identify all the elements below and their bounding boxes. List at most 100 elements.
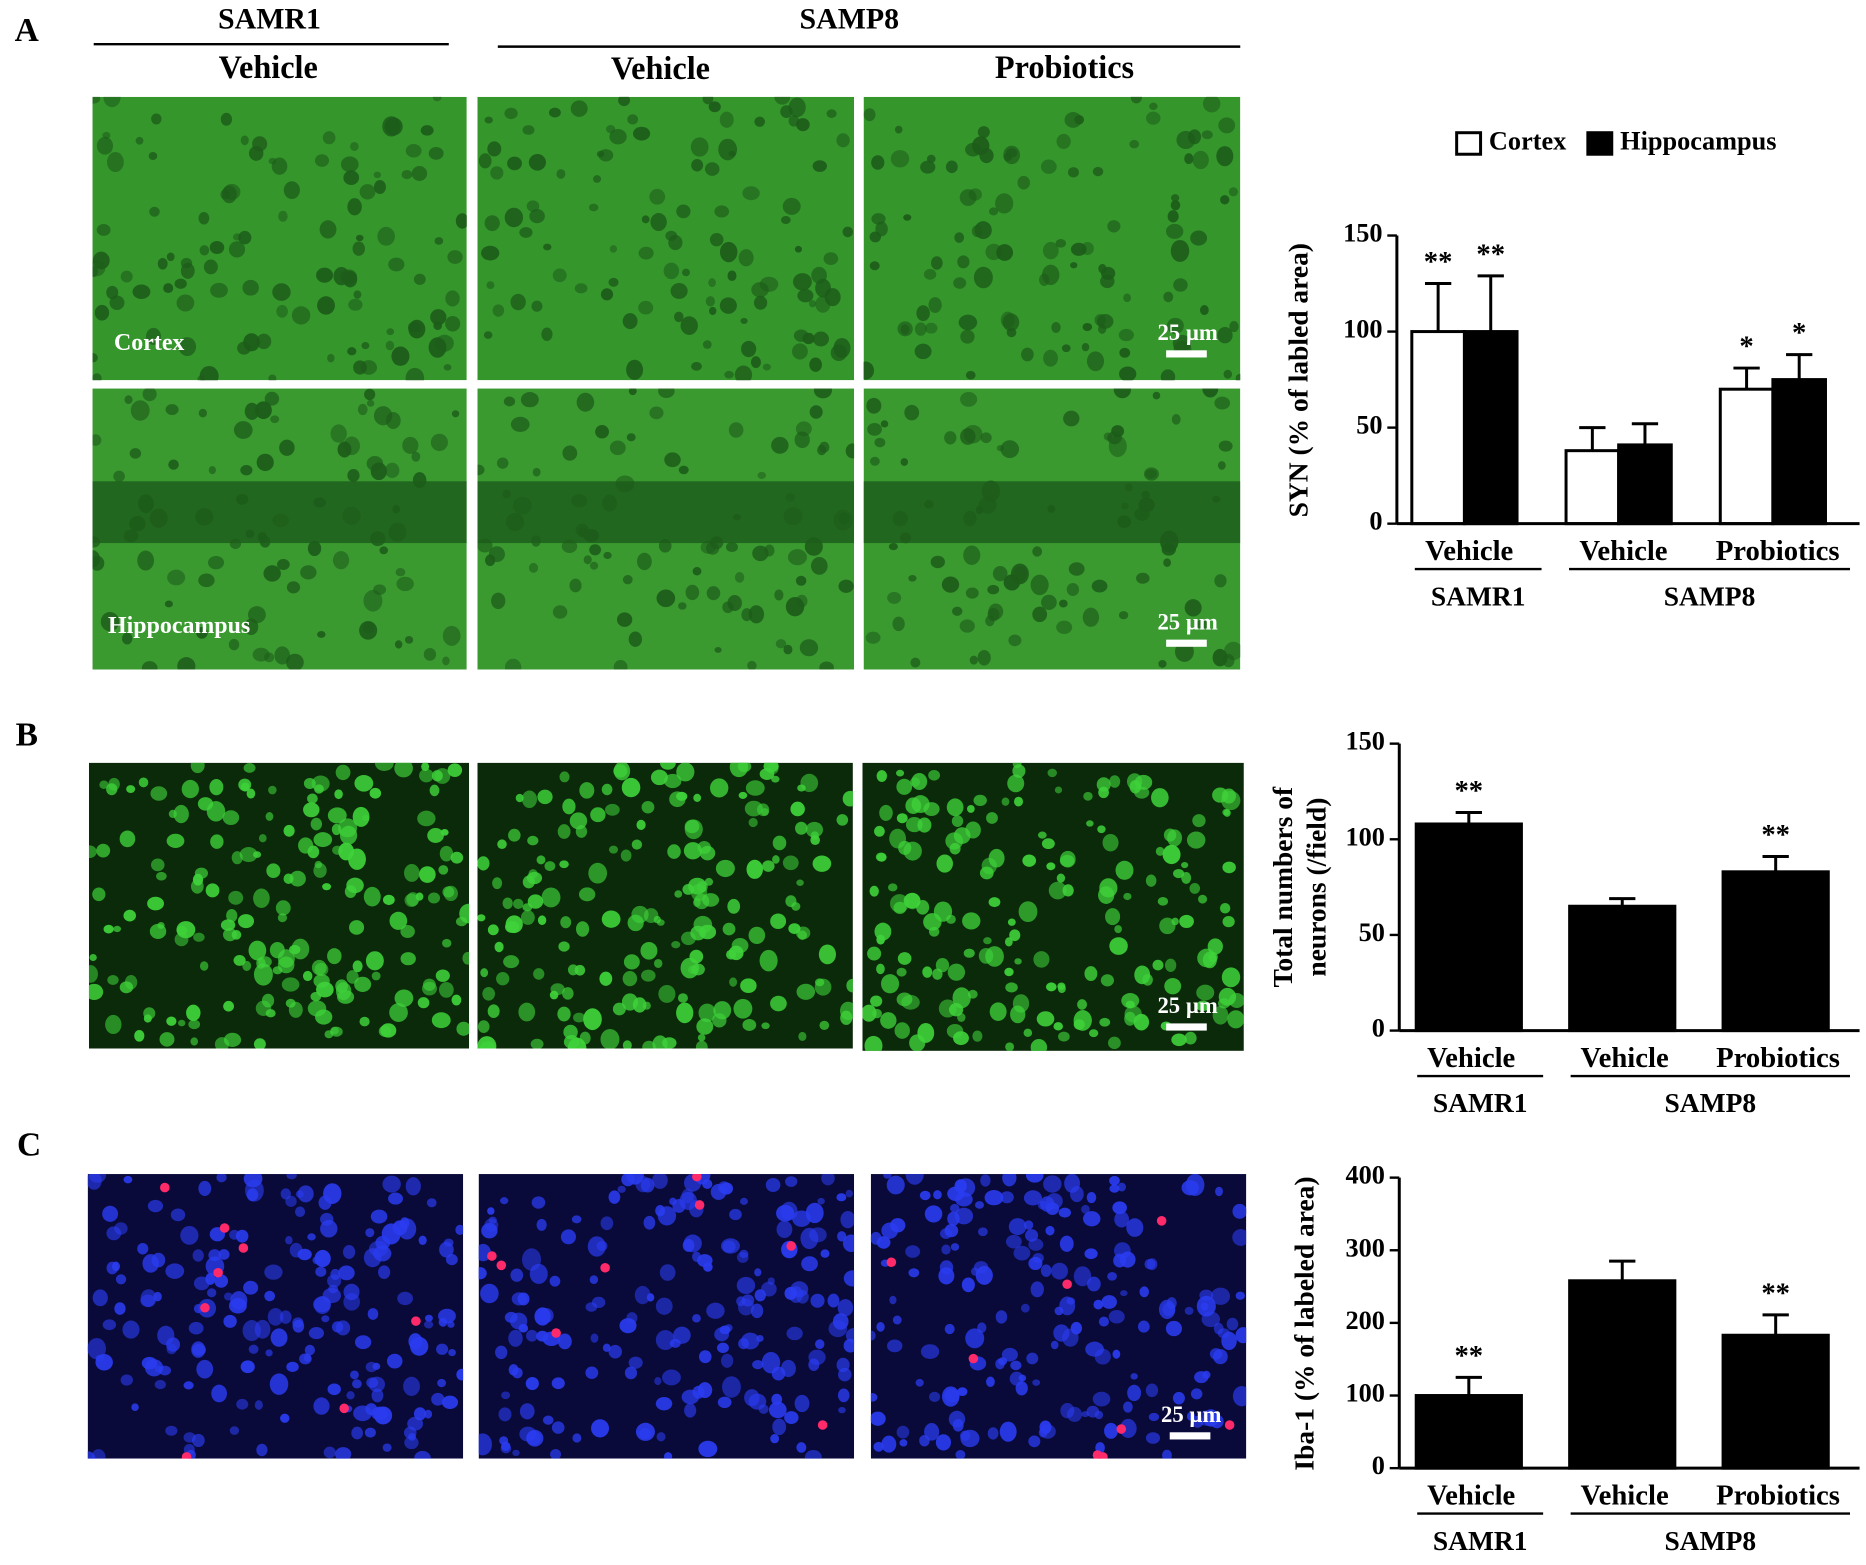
- cell: [864, 1035, 883, 1051]
- cell: [240, 464, 253, 476]
- cell: [346, 970, 359, 984]
- cell: [530, 1038, 544, 1049]
- cell: [924, 1422, 940, 1441]
- cell: [1022, 854, 1037, 867]
- cell: [437, 1378, 447, 1388]
- cell: [1000, 440, 1020, 459]
- cell: [392, 504, 401, 514]
- cell: [740, 317, 748, 324]
- cell: [1173, 278, 1188, 292]
- cell: [330, 1268, 341, 1281]
- cell: [1042, 241, 1059, 260]
- cell: [1184, 153, 1194, 165]
- cell: [924, 1205, 943, 1223]
- cell: [1117, 1182, 1126, 1192]
- cell: [371, 1388, 384, 1403]
- cell: [622, 313, 638, 330]
- cell: [350, 1370, 359, 1380]
- cell: [794, 431, 810, 449]
- cell: [702, 340, 712, 349]
- cell: [1070, 1186, 1084, 1203]
- cell: [229, 1426, 240, 1435]
- cell: [838, 512, 850, 525]
- cell: [1117, 515, 1132, 528]
- cell: [974, 221, 992, 240]
- cell: [622, 1040, 632, 1049]
- cell: [233, 954, 246, 966]
- cell: [137, 550, 155, 571]
- cell: [637, 552, 652, 571]
- cell: [656, 1432, 666, 1442]
- cell: [107, 975, 119, 985]
- cell: [562, 445, 578, 461]
- cell: [220, 112, 233, 126]
- cell: [1136, 572, 1150, 584]
- cell: [1213, 1322, 1224, 1335]
- bar: [1718, 387, 1775, 526]
- cell: [1126, 1218, 1144, 1237]
- cell: [355, 234, 364, 242]
- cell: [869, 456, 880, 466]
- cell: [484, 116, 493, 124]
- cell: [508, 828, 521, 842]
- cell: [432, 96, 442, 102]
- cell: [596, 1240, 608, 1251]
- cell: [981, 857, 997, 875]
- cell: [1012, 994, 1030, 1013]
- cell: [252, 647, 270, 662]
- cell: [135, 136, 144, 145]
- cell: [537, 789, 553, 805]
- cell: [967, 804, 975, 813]
- x-tick-label: Vehicle: [1427, 1042, 1515, 1074]
- cell: [124, 395, 133, 404]
- significance: **: [1761, 1277, 1790, 1309]
- cell: [92, 887, 106, 902]
- cell: [350, 141, 359, 151]
- cell: [487, 1207, 495, 1215]
- cell: [603, 551, 612, 560]
- cell: [168, 459, 179, 470]
- cell: [526, 200, 540, 212]
- cell: [842, 226, 854, 238]
- cell: [812, 331, 829, 347]
- cell: [370, 531, 386, 547]
- cell: [1040, 1264, 1052, 1277]
- y-tick-label: 50: [1356, 411, 1382, 440]
- micrograph-content: [88, 762, 470, 1049]
- cell: [88, 845, 97, 859]
- cell: [678, 465, 689, 475]
- cell: [439, 1241, 454, 1258]
- cell: [782, 197, 801, 215]
- cell: [1165, 1320, 1182, 1337]
- cell: [896, 813, 908, 824]
- cell: [1218, 440, 1233, 452]
- cell: [972, 136, 990, 156]
- cell: [624, 1366, 638, 1380]
- cell: [442, 886, 455, 898]
- cell: [870, 1411, 886, 1426]
- y-tick-label: 100: [1345, 1379, 1384, 1408]
- cell: [447, 763, 463, 777]
- cell: [264, 1290, 276, 1302]
- cell: [1005, 1042, 1015, 1051]
- cell: [1037, 1200, 1048, 1210]
- cell: [837, 1299, 854, 1317]
- cell: [490, 166, 504, 180]
- cell: [761, 1022, 770, 1030]
- cell: [928, 769, 941, 781]
- cell: [448, 1348, 456, 1357]
- cell: [1185, 1174, 1205, 1196]
- scale-bar: [1166, 1023, 1207, 1031]
- cell: [636, 819, 646, 831]
- cell: [628, 388, 637, 396]
- cell: [881, 974, 900, 994]
- cell: [669, 1197, 677, 1206]
- cell: [318, 1195, 332, 1210]
- cell: [724, 370, 734, 379]
- cell: [256, 333, 272, 350]
- cell: [1214, 574, 1227, 588]
- cell: [798, 1031, 807, 1041]
- cell: [1163, 291, 1174, 303]
- cell: [691, 361, 702, 371]
- cell: [129, 515, 146, 532]
